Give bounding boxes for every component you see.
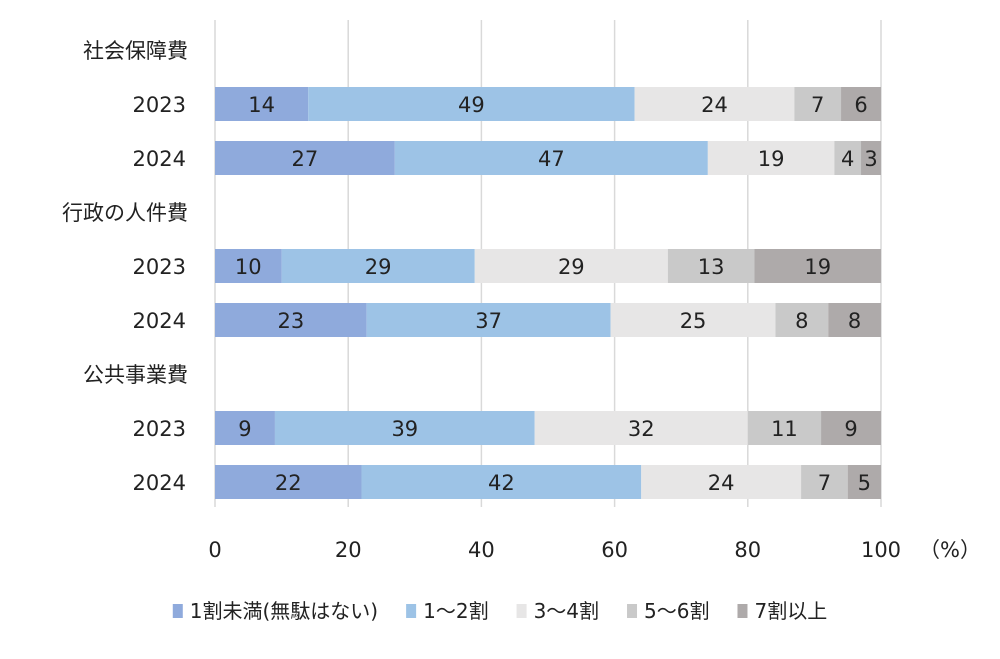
data-label: 19: [804, 255, 831, 279]
data-label: 8: [795, 309, 808, 333]
data-label: 39: [391, 417, 418, 441]
x-tick-label: 0: [208, 538, 221, 562]
bar-segment: [215, 87, 309, 121]
bar-segment: [747, 411, 822, 445]
row-label: 2024: [133, 471, 186, 495]
data-label: 19: [758, 147, 785, 171]
legend-swatch: [627, 604, 638, 618]
group-label: 公共事業費: [83, 363, 188, 387]
data-label: 37: [475, 309, 502, 333]
unit-label: （%）: [919, 538, 981, 562]
bar-segment: [281, 249, 475, 283]
data-label: 9: [238, 417, 251, 441]
data-label: 8: [848, 309, 861, 333]
data-label: 6: [854, 93, 867, 117]
row-label: 2023: [133, 417, 186, 441]
data-label: 11: [771, 417, 798, 441]
data-label: 25: [680, 309, 707, 333]
legend-swatch: [737, 604, 748, 618]
x-tick-label: 80: [734, 538, 761, 562]
bar-segment: [215, 141, 395, 175]
data-label: 9: [844, 417, 857, 441]
legend-label: 3～4割: [534, 599, 599, 623]
data-label: 42: [488, 471, 515, 495]
bar-segment: [821, 411, 881, 445]
data-label: 27: [292, 147, 319, 171]
legend-label: 7割以上: [754, 599, 827, 623]
legend-swatch: [516, 604, 527, 618]
data-label: 4: [841, 147, 854, 171]
bar-segment: [667, 249, 755, 283]
data-label: 7: [818, 471, 831, 495]
data-label: 24: [701, 93, 728, 117]
bar-segment: [641, 465, 802, 499]
bar-segment: [828, 303, 881, 337]
bar-segment: [215, 303, 367, 337]
data-label: 24: [708, 471, 735, 495]
bar-segment: [794, 87, 842, 121]
legend-swatch: [172, 604, 183, 618]
x-tick-label: 20: [335, 538, 362, 562]
bar-segment: [801, 465, 848, 499]
bar-segment: [707, 141, 835, 175]
x-tick-label: 100: [861, 538, 901, 562]
bar-segment: [308, 87, 635, 121]
legend-swatch: [406, 604, 417, 618]
data-label: 23: [277, 309, 304, 333]
data-label: 10: [235, 255, 262, 279]
data-label: 7: [811, 93, 824, 117]
data-label: 49: [458, 93, 485, 117]
data-label: 29: [558, 255, 585, 279]
row-label: 2023: [133, 255, 186, 279]
bar-segment: [215, 411, 275, 445]
x-tick-label: 40: [468, 538, 495, 562]
data-label: 5: [858, 471, 871, 495]
bar-segment: [610, 303, 776, 337]
bar-segment: [834, 141, 862, 175]
bar-segment: [841, 87, 881, 121]
legend-label: 5～6割: [644, 599, 709, 623]
data-label: 3: [864, 147, 877, 171]
data-label: 22: [275, 471, 302, 495]
row-label: 2023: [133, 93, 186, 117]
bar-segment: [274, 411, 535, 445]
data-label: 29: [365, 255, 392, 279]
bar-segment: [361, 465, 642, 499]
bar-segment: [215, 249, 282, 283]
bar-segment: [474, 249, 668, 283]
x-tick-label: 60: [601, 538, 628, 562]
bar-segment: [394, 141, 708, 175]
bar-segment: [534, 411, 748, 445]
bar-segment: [861, 141, 881, 175]
bar-segment: [847, 465, 881, 499]
row-label: 2024: [133, 147, 186, 171]
bar-segment: [754, 249, 881, 283]
data-label: 32: [628, 417, 655, 441]
legend-label: 1割未満(無駄はない): [190, 599, 378, 623]
bar-segment: [775, 303, 829, 337]
bar-segment: [634, 87, 795, 121]
group-label: 社会保障費: [83, 39, 188, 63]
data-label: 47: [538, 147, 565, 171]
row-label: 2024: [133, 309, 186, 333]
data-label: 14: [248, 93, 275, 117]
group-label: 行政の人件費: [62, 201, 188, 225]
bar-segment: [366, 303, 611, 337]
legend-label: 1～2割: [423, 599, 488, 623]
bar-segment: [215, 465, 362, 499]
data-label: 13: [698, 255, 725, 279]
